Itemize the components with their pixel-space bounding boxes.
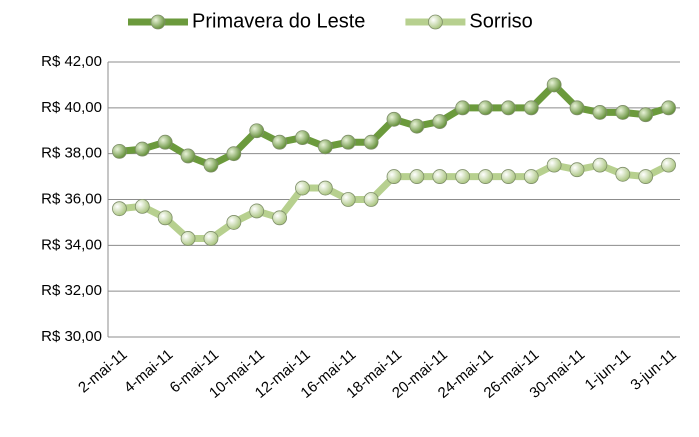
data-point (500, 169, 516, 184)
x-tick-label: 4-mai-11 (121, 346, 176, 396)
data-point (478, 169, 493, 184)
data-point (340, 192, 356, 207)
data-point (592, 157, 608, 173)
data-point (569, 162, 585, 178)
data-point (638, 107, 654, 123)
data-point (272, 210, 288, 226)
y-tick-label: R$ 30,00 (41, 328, 102, 345)
y-tick-label: R$ 38,00 (41, 145, 102, 162)
data-point (249, 123, 265, 139)
y-tick-label: R$ 40,00 (41, 99, 102, 116)
data-point (455, 100, 471, 116)
data-point (592, 105, 608, 120)
data-point (638, 169, 654, 184)
data-point (157, 134, 173, 150)
data-point (295, 130, 310, 146)
data-point (386, 169, 402, 184)
data-point (180, 231, 196, 246)
y-tick-label: R$ 34,00 (41, 236, 102, 253)
data-point (615, 166, 631, 182)
y-tick-label: R$ 42,00 (41, 53, 102, 70)
data-point (112, 143, 127, 159)
data-point (317, 180, 333, 196)
x-tick-label: 2-mai-11 (75, 346, 130, 396)
x-tick-label: 3-jun-11 (627, 346, 679, 394)
data-point (203, 231, 219, 246)
legend-label: Primavera do Leste (192, 10, 365, 32)
data-point (455, 169, 471, 184)
data-point (546, 77, 562, 93)
data-point (409, 169, 425, 184)
data-point (546, 157, 562, 173)
data-point (523, 100, 539, 116)
x-tick-label: 1-jun-11 (582, 346, 634, 394)
legend-marker (150, 14, 166, 30)
data-point (569, 100, 585, 116)
data-point (295, 180, 310, 196)
data-point (409, 118, 425, 134)
data-point (615, 105, 631, 120)
data-point (134, 141, 150, 157)
data-point (363, 134, 379, 150)
data-point (661, 157, 676, 173)
data-point (363, 192, 379, 207)
y-tick-label: R$ 36,00 (41, 190, 102, 207)
data-point (661, 100, 676, 116)
data-point (134, 198, 150, 214)
data-point (317, 139, 333, 155)
data-point (226, 146, 242, 162)
data-point (249, 203, 265, 219)
data-point (386, 111, 402, 127)
data-point (478, 100, 493, 116)
data-point (272, 134, 288, 150)
y-tick-label: R$ 32,00 (41, 282, 102, 299)
data-point (500, 100, 516, 116)
data-point (180, 148, 196, 164)
data-point (432, 169, 448, 184)
legend: Primavera do Leste Sorriso (128, 10, 533, 32)
data-point (157, 210, 173, 226)
data-point (203, 157, 219, 173)
legend-label: Sorriso (469, 10, 532, 32)
data-point (112, 201, 127, 217)
legend-marker (428, 14, 443, 30)
data-point (523, 169, 539, 184)
data-point (226, 215, 242, 230)
data-point (432, 114, 448, 129)
data-point (340, 134, 356, 150)
